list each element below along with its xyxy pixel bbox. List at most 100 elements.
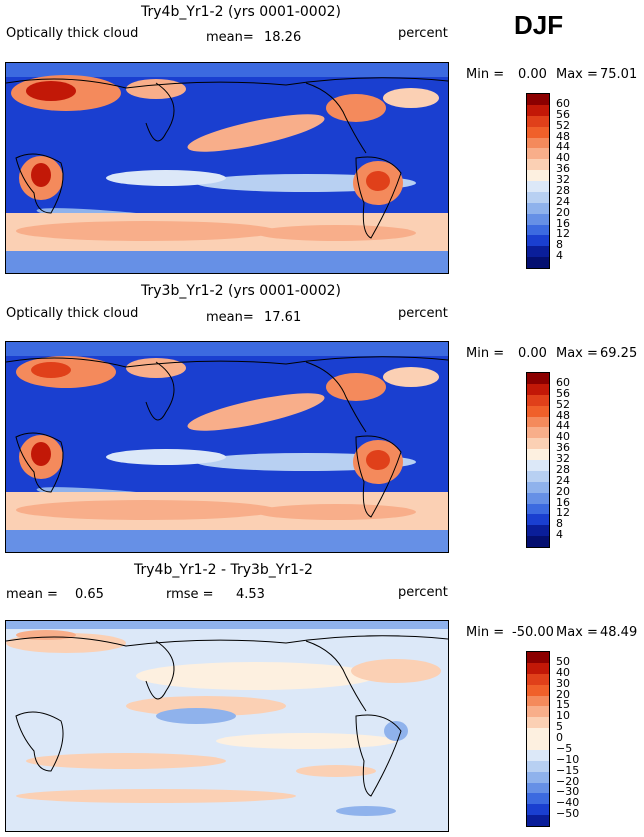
colorbar-tick-label: 60	[556, 96, 570, 110]
colorbar-tick-label: 48	[556, 408, 570, 422]
colorbar-cell	[527, 536, 549, 547]
colorbar-tick-label: −5	[556, 741, 573, 755]
colorbar-cell	[527, 749, 549, 761]
colorbar-cell	[527, 470, 549, 482]
colorbar-cell	[527, 481, 549, 493]
colorbar-tick-label: 20	[556, 484, 570, 498]
colorbar-cell	[527, 148, 549, 160]
colorbar-cell	[527, 760, 549, 772]
colorbar-cell	[527, 126, 549, 138]
panel3-map-field	[6, 621, 448, 831]
colorbar-cell	[527, 202, 549, 214]
colorbar-tick-label: 28	[556, 183, 570, 197]
colorbar-cell	[527, 405, 549, 417]
colorbar-tick-label: 20	[556, 687, 570, 701]
colorbar-cell	[527, 257, 549, 268]
panel3-rmse-value: 4.53	[236, 587, 265, 602]
colorbar-cell	[527, 728, 549, 739]
panel2-colorbar	[526, 372, 550, 548]
colorbar-tick-label: 4	[556, 528, 563, 542]
panel3-units: percent	[398, 585, 448, 600]
colorbar-cell	[527, 717, 549, 729]
colorbar-tick-label: 8	[556, 238, 563, 252]
colorbar-cell	[527, 706, 549, 718]
colorbar-cell	[527, 170, 549, 181]
colorbar-tick-label: −30	[556, 785, 580, 799]
colorbar-tick-label: 44	[556, 140, 570, 154]
panel1-max-label: Max =	[556, 67, 598, 82]
panel3-mean-value: 0.65	[75, 587, 104, 602]
colorbar-cell	[527, 739, 549, 750]
panel3-max-label: Max =	[556, 625, 598, 640]
colorbar-tick-label: 30	[556, 676, 570, 690]
colorbar-cell	[527, 492, 549, 504]
colorbar-tick-label: 40	[556, 151, 570, 165]
colorbar-tick-label: −40	[556, 796, 580, 810]
panel2-mean-value: 17.61	[264, 310, 302, 325]
colorbar-cell	[527, 181, 549, 192]
colorbar-tick-label: 52	[556, 397, 570, 411]
colorbar-cell	[527, 373, 549, 384]
colorbar-cell	[527, 246, 549, 258]
panel3-title: Try4b_Yr1-2 - Try3b_Yr1-2	[134, 562, 313, 578]
colorbar-tick-label: 32	[556, 173, 570, 186]
panel2-mean-label: mean=	[206, 310, 254, 325]
colorbar-tick-label: 36	[556, 441, 570, 455]
colorbar-tick-label: 44	[556, 419, 570, 433]
panel3-min-label: Min =	[466, 625, 505, 640]
colorbar-cell	[527, 793, 549, 805]
panel3-rmse-label: rmse =	[166, 587, 214, 602]
colorbar-cell	[527, 159, 549, 171]
colorbar-tick-label: 0	[556, 731, 563, 744]
colorbar-tick-label: 10	[556, 709, 570, 723]
panel1-mean-value: 18.26	[264, 30, 302, 45]
colorbar-cell	[527, 460, 549, 471]
panel1-units: percent	[398, 26, 448, 41]
colorbar-tick-label: 8	[556, 517, 563, 531]
panel3-mean-label: mean =	[6, 587, 58, 602]
panel1-map	[5, 62, 449, 274]
colorbar-cell	[527, 662, 549, 674]
colorbar-tick-label: 60	[556, 375, 570, 389]
panel3-min-value: -50.00	[512, 625, 554, 640]
colorbar-tick-label: 20	[556, 205, 570, 219]
colorbar-cell	[527, 503, 549, 515]
panel2-max-label: Max =	[556, 346, 598, 361]
colorbar-tick-label: 52	[556, 118, 570, 132]
colorbar-cell	[527, 695, 549, 707]
panel1-title: Try4b_Yr1-2 (yrs 0001-0002)	[141, 4, 341, 20]
panel2-variable: Optically thick cloud	[6, 306, 139, 321]
colorbar-cell	[527, 514, 549, 526]
panel2-max-value: 69.25	[600, 346, 638, 361]
panel1-map-field	[6, 63, 448, 273]
colorbar-cell	[527, 416, 549, 428]
colorbar-tick-label: 16	[556, 216, 570, 230]
colorbar-cell	[527, 652, 549, 663]
panel1-min-value: 0.00	[518, 67, 547, 82]
colorbar-tick-label: 40	[556, 665, 570, 679]
colorbar-cell	[527, 235, 549, 247]
colorbar-tick-label: 56	[556, 386, 570, 400]
season-label: DJF	[514, 10, 564, 40]
panel1-mean-label: mean=	[206, 30, 254, 45]
colorbar-tick-label: 48	[556, 129, 570, 143]
colorbar-tick-label: 36	[556, 162, 570, 176]
colorbar-cell	[527, 771, 549, 783]
colorbar-cell	[527, 115, 549, 127]
colorbar-tick-label: 50	[556, 654, 570, 668]
colorbar-tick-label: 12	[556, 227, 570, 241]
panel2-map-field	[6, 342, 448, 552]
panel2-title: Try3b_Yr1-2 (yrs 0001-0002)	[141, 283, 341, 299]
colorbar-cell	[527, 449, 549, 460]
colorbar-cell	[527, 684, 549, 696]
colorbar-tick-label: 28	[556, 462, 570, 476]
panel1-colorbar	[526, 93, 550, 269]
colorbar-cell	[527, 224, 549, 236]
colorbar-cell	[527, 525, 549, 537]
colorbar-tick-label: −50	[556, 807, 580, 821]
colorbar-cell	[527, 438, 549, 450]
colorbar-tick-label: −20	[556, 774, 580, 788]
colorbar-tick-label: 4	[556, 249, 563, 263]
panel3-colorbar	[526, 651, 550, 827]
colorbar-tick-label: 15	[556, 698, 570, 712]
